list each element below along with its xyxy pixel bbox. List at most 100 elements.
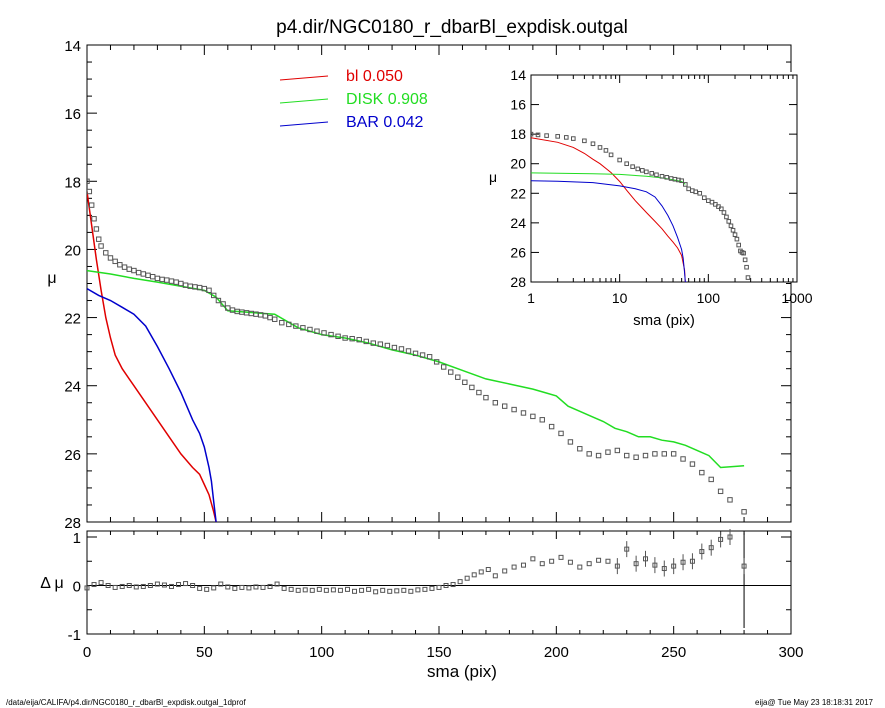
residual-data-point xyxy=(492,573,498,579)
residual-data-point xyxy=(359,587,365,593)
residual-data-point xyxy=(422,586,428,592)
main-data-point xyxy=(349,335,355,342)
residual-data-point xyxy=(520,562,526,568)
residual-data-point xyxy=(464,575,470,581)
inset-data-point xyxy=(734,236,740,242)
inset-data-point xyxy=(730,227,736,233)
main-data-point xyxy=(335,333,341,340)
residual-data-point xyxy=(344,586,350,592)
residual-data-point xyxy=(218,581,224,587)
main-data-point xyxy=(88,202,95,208)
residual-data-point xyxy=(502,568,508,574)
inset-data-point xyxy=(608,152,614,158)
main-data-point xyxy=(462,379,468,386)
main-data-point xyxy=(293,323,299,329)
residual-data-point xyxy=(401,587,407,593)
main-data-point xyxy=(87,188,93,195)
residual-data-point xyxy=(239,584,245,590)
main-data-point xyxy=(586,451,592,457)
main-data-point xyxy=(391,344,398,351)
residual-x-tick-label: 300 xyxy=(778,644,803,661)
main-data-point xyxy=(741,509,747,515)
main-data-point xyxy=(558,430,564,437)
main-data-point xyxy=(206,287,212,294)
main-data-point xyxy=(178,280,184,287)
residual-x-tick-label: 150 xyxy=(426,644,451,661)
residual-data-point xyxy=(429,585,435,591)
residual-data-point xyxy=(295,587,301,593)
main-y-tick-label: 22 xyxy=(64,311,81,328)
residual-data-point xyxy=(530,556,536,562)
main-data-point xyxy=(220,301,226,307)
inset-data-point xyxy=(635,166,641,172)
inset-data-point xyxy=(659,173,665,179)
main-data-point xyxy=(112,258,118,265)
residual-data-point xyxy=(260,584,266,590)
residual-data-point xyxy=(586,561,592,567)
residual-data-point xyxy=(288,586,294,592)
main-data-point xyxy=(699,469,705,476)
residual-data-point xyxy=(176,582,182,588)
inset-data-point xyxy=(724,214,729,220)
residual-data-point xyxy=(478,569,484,575)
residual-data-point xyxy=(436,584,442,590)
inset-data-point xyxy=(644,169,649,175)
residual-data-point xyxy=(352,588,358,594)
legend-swatch-disk xyxy=(279,98,329,104)
footer-file-path: /data/eija/CALIFA/p4.dir/NGC0180_r_dbarB… xyxy=(6,698,246,707)
residual-x-tick-label: 0 xyxy=(83,644,91,661)
main-data-point xyxy=(670,451,677,457)
residual-data-point xyxy=(450,582,456,588)
inset-x-tick-label: 100 xyxy=(697,290,721,306)
main-data-point xyxy=(405,348,412,354)
residual-data-point xyxy=(91,582,97,588)
legend: bl 0.050 DISK 0.908 BAR 0.042 xyxy=(279,68,428,131)
inset-data-point xyxy=(728,223,734,229)
main-data-point xyxy=(126,266,132,272)
main-data-point xyxy=(117,262,123,268)
main-data-point xyxy=(314,328,320,334)
inset-plot-background xyxy=(527,72,796,282)
residual-data-point xyxy=(577,564,583,570)
main-data-point xyxy=(412,350,419,357)
inset-data-point xyxy=(701,195,707,201)
main-data-point xyxy=(321,330,327,336)
inset-y-tick-label: 20 xyxy=(510,156,526,172)
main-data-point xyxy=(605,449,611,455)
legend-entry-bar: BAR 0.042 xyxy=(346,114,423,131)
main-y-tick-label: 28 xyxy=(64,515,81,532)
main-data-point xyxy=(363,338,369,345)
residual-y-axis-label: Δ μ xyxy=(40,575,63,592)
main-data-point xyxy=(300,325,306,331)
main-data-point xyxy=(131,267,137,274)
inset-y-tick-label: 22 xyxy=(510,185,526,201)
residual-data-point xyxy=(161,582,167,588)
main-data-point xyxy=(356,337,362,343)
residual-data-point xyxy=(133,584,139,590)
main-data-point xyxy=(154,275,161,282)
main-data-point xyxy=(717,488,724,495)
main-data-point xyxy=(150,273,156,280)
main-y-tick-label: 18 xyxy=(64,174,81,191)
residual-data-point xyxy=(741,563,747,569)
residual-data-point xyxy=(112,584,118,590)
chart-title: p4.dir/NGC0180_r_dbarBl_expdisk.outgal xyxy=(276,17,628,38)
inset-log-plot: 14 16 18 20 22 24 26 281 10 100 1000 μ sma (pix) xyxy=(489,67,813,329)
main-data-points xyxy=(87,178,747,515)
residual-data-point xyxy=(274,581,280,587)
residual-data-point xyxy=(147,583,153,588)
inset-series-bar xyxy=(531,180,687,282)
inset-x-tick-label: 1000 xyxy=(781,290,812,306)
inset-data-point xyxy=(721,210,727,215)
residual-data-point xyxy=(211,585,217,591)
inset-y-tick-label: 18 xyxy=(510,126,526,142)
main-data-point xyxy=(279,319,285,326)
main-data-point xyxy=(103,250,109,256)
inset-data-point xyxy=(718,206,724,212)
main-data-point xyxy=(342,335,348,341)
residual-data-point xyxy=(539,561,545,567)
residual-data-point xyxy=(689,558,695,564)
inset-data-point xyxy=(563,135,569,140)
residual-data-point xyxy=(98,580,104,586)
